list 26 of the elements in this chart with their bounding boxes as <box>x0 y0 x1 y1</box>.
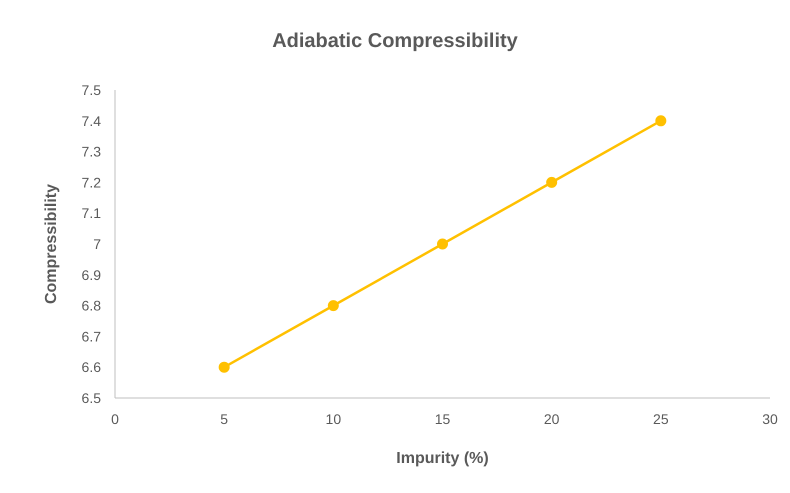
y-tick-label: 7.2 <box>82 174 102 190</box>
y-axis-title: Compressibility <box>43 184 61 304</box>
y-tick-label: 6.8 <box>82 298 102 314</box>
y-tick-label: 6.7 <box>82 328 102 344</box>
x-tick-label: 5 <box>220 410 228 427</box>
point <box>437 238 448 250</box>
point <box>218 362 230 373</box>
x-tick-label: 15 <box>434 410 450 427</box>
y-tick-label: 7.5 <box>82 82 102 98</box>
x-axis-title: Impurity (%) <box>395 450 490 468</box>
y-tick-label: 6.6 <box>82 359 102 376</box>
y-tick-label: 7.1 <box>82 205 102 222</box>
x-tick-label: 30 <box>762 410 778 427</box>
point <box>655 115 666 126</box>
y-tick-label: 7.4 <box>82 112 102 129</box>
y-tick-label: 6.9 <box>82 266 102 283</box>
x-tick-label: 20 <box>544 410 560 427</box>
point <box>328 300 339 312</box>
y-tick-label: 7 <box>93 236 102 252</box>
y-tick-label: 6.5 <box>82 390 102 406</box>
x-tick-label: 25 <box>653 410 669 427</box>
y-tick-label: 7.3 <box>82 144 102 160</box>
x-tick-label: 0 <box>111 410 120 427</box>
point <box>546 176 558 188</box>
x-tick-label: 10 <box>326 410 342 427</box>
chart-title: Adiabatic Compressibility <box>271 30 519 53</box>
